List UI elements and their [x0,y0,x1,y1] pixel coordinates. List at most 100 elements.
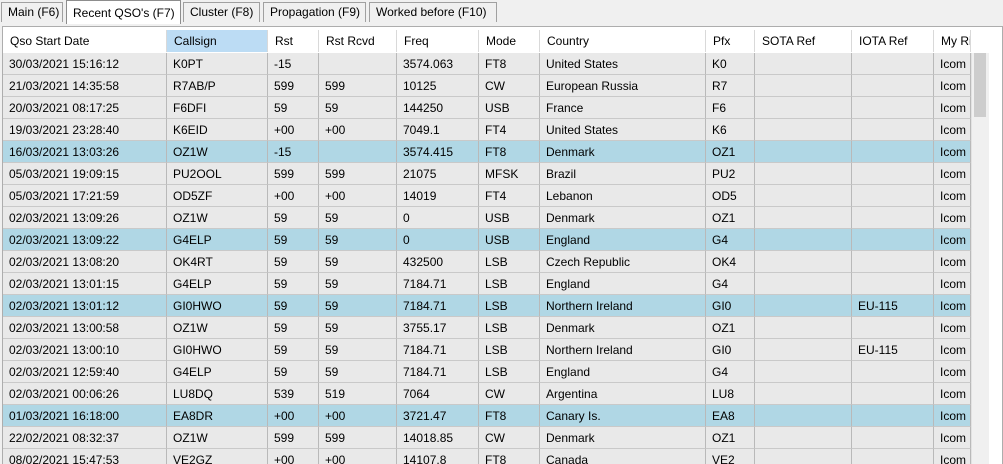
cell-pfx: F6 [706,97,755,119]
cell-sota-ref [755,295,852,317]
table-row[interactable]: 22/02/2021 08:32:37 OZ1W 599 599 14018.85 CW D… [3,427,971,449]
cell-pfx: G4 [706,229,755,251]
table-row[interactable]: 01/03/2021 16:18:00 EA8DR +00 +00 3721.47 FT8… [3,405,971,427]
cell-iota-ref [852,427,934,449]
table-row[interactable]: 08/02/2021 15:47:53 VE2GZ +00 +00 14107.8 FT8… [3,449,971,464]
table-row[interactable]: 02/03/2021 13:00:58 OZ1W 59 59 3755.17 LSB Den… [3,317,971,339]
column-header-rst[interactable]: Rst [268,30,319,52]
cell-freq: 14107.8 [397,449,479,464]
column-header-country[interactable]: Country [540,30,706,52]
table-row[interactable]: 30/03/2021 15:16:12 K0PT -15 3574.063 FT8 Uni… [3,53,971,75]
table-row[interactable]: 02/03/2021 13:09:22 G4ELP 59 59 0 USB England G… [3,229,971,251]
recent-qso-grid: Qso Start Date Callsign Rst Rst Rcvd Freq Mod… [2,26,1003,464]
cell-rst-rcvd: 599 [319,163,397,185]
cell-country: Northern Ireland [540,295,706,317]
cell-iota-ref [852,405,934,427]
vertical-scrollbar[interactable] [971,53,989,464]
table-row[interactable]: 16/03/2021 13:03:26 OZ1W -15 3574.415 FT8 Den… [3,141,971,163]
cell-country: Denmark [540,317,706,339]
cell-qso-start-date: 02/03/2021 13:00:58 [3,317,167,339]
cell-sota-ref [755,339,852,361]
column-header-sota-ref[interactable]: SOTA Ref [755,30,852,52]
cell-rst: 59 [268,317,319,339]
cell-country: Lebanon [540,185,706,207]
column-header-rst-rcvd[interactable]: Rst Rcvd [319,30,397,52]
column-header-mode[interactable]: Mode [479,30,540,52]
cell-rst: 59 [268,339,319,361]
cell-rst-rcvd: +00 [319,405,397,427]
cell-mode: FT8 [479,449,540,464]
cell-freq: 7184.71 [397,295,479,317]
cell-my-ri: Icom I [934,449,971,464]
table-row[interactable]: 05/03/2021 17:21:59 OD5ZF +00 +00 14019 FT4 Le… [3,185,971,207]
cell-rst-rcvd: 59 [319,273,397,295]
cell-mode: MFSK [479,163,540,185]
cell-pfx: PU2 [706,163,755,185]
cell-rst: +00 [268,185,319,207]
table-row[interactable]: 02/03/2021 13:08:20 OK4RT 59 59 432500 LSB Cze… [3,251,971,273]
table-row[interactable]: 19/03/2021 23:28:40 K6EID +00 +00 7049.1 FT4 U… [3,119,971,141]
table-row[interactable]: 02/03/2021 13:09:26 OZ1W 59 59 0 USB Denmark OZ… [3,207,971,229]
table-row[interactable]: 02/03/2021 13:01:12 GI0HWO 59 59 7184.71 LSB N… [3,295,971,317]
tab-recent-qso-s-f7[interactable]: Recent QSO's (F7) [66,0,181,24]
tab-propagation-f9[interactable]: Propagation (F9) [263,2,366,22]
column-header-pfx[interactable]: Pfx [706,30,755,52]
cell-freq: 14018.85 [397,427,479,449]
cell-qso-start-date: 30/03/2021 15:16:12 [3,53,167,75]
cell-callsign: OZ1W [167,427,268,449]
cell-iota-ref [852,163,934,185]
tab-main-f6[interactable]: Main (F6) [1,2,63,22]
table-row[interactable]: 02/03/2021 12:59:40 G4ELP 59 59 7184.71 LSB En… [3,361,971,383]
table-row[interactable]: 02/03/2021 00:06:26 LU8DQ 539 519 7064 CW Arge… [3,383,971,405]
cell-freq: 7064 [397,383,479,405]
tab-bar: Main (F6) Recent QSO's (F7) Cluster (F8) Pr… [0,0,1003,26]
cell-rst: 59 [268,295,319,317]
tab-worked-before-f10[interactable]: Worked before (F10) [369,2,497,22]
column-header-iota-ref[interactable]: IOTA Ref [852,30,934,52]
column-header-my-ri[interactable]: My Ri [934,30,971,52]
cell-rst-rcvd: 599 [319,427,397,449]
column-header-freq[interactable]: Freq [397,30,479,52]
table-row[interactable]: 02/03/2021 13:01:15 G4ELP 59 59 7184.71 LSB En… [3,273,971,295]
table-row[interactable]: 05/03/2021 19:09:15 PU2OOL 599 599 21075 MFSK… [3,163,971,185]
cell-rst: +00 [268,119,319,141]
cell-my-ri: Icom I [934,273,971,295]
cell-sota-ref [755,185,852,207]
table-row[interactable]: 02/03/2021 13:00:10 GI0HWO 59 59 7184.71 LSB N… [3,339,971,361]
cell-callsign: OZ1W [167,207,268,229]
cell-country: Denmark [540,207,706,229]
cell-rst-rcvd: 59 [319,251,397,273]
cell-pfx: K0 [706,53,755,75]
cell-country: Northern Ireland [540,339,706,361]
cell-country: England [540,229,706,251]
cell-rst-rcvd: +00 [319,119,397,141]
column-header-callsign[interactable]: Callsign [167,30,268,52]
cell-my-ri: Icom I [934,383,971,405]
cell-mode: FT4 [479,119,540,141]
vertical-scrollbar-thumb[interactable] [974,53,986,117]
tab-cluster-f8[interactable]: Cluster (F8) [183,2,260,22]
table-row[interactable]: 20/03/2021 08:17:25 F6DFI 59 59 144250 USB Fra… [3,97,971,119]
table-row[interactable]: 21/03/2021 14:35:58 R7AB/P 599 599 10125 CW Eu… [3,75,971,97]
cell-my-ri: Icom I [934,251,971,273]
cell-callsign: PU2OOL [167,163,268,185]
cell-sota-ref [755,97,852,119]
cell-mode: FT4 [479,185,540,207]
cell-rst: 59 [268,251,319,273]
cell-rst: 59 [268,97,319,119]
cell-freq: 3721.47 [397,405,479,427]
cell-callsign: OD5ZF [167,185,268,207]
cell-qso-start-date: 21/03/2021 14:35:58 [3,75,167,97]
cell-callsign: OK4RT [167,251,268,273]
cell-iota-ref [852,185,934,207]
cell-iota-ref [852,97,934,119]
cell-pfx: K6 [706,119,755,141]
cell-freq: 7049.1 [397,119,479,141]
cell-rst-rcvd [319,141,397,163]
cell-country: European Russia [540,75,706,97]
cell-my-ri: Icom I [934,339,971,361]
column-header-qso-start-date[interactable]: Qso Start Date [3,30,167,52]
cell-pfx: OZ1 [706,317,755,339]
cell-rst-rcvd: 59 [319,229,397,251]
cell-iota-ref: EU-115 [852,295,934,317]
